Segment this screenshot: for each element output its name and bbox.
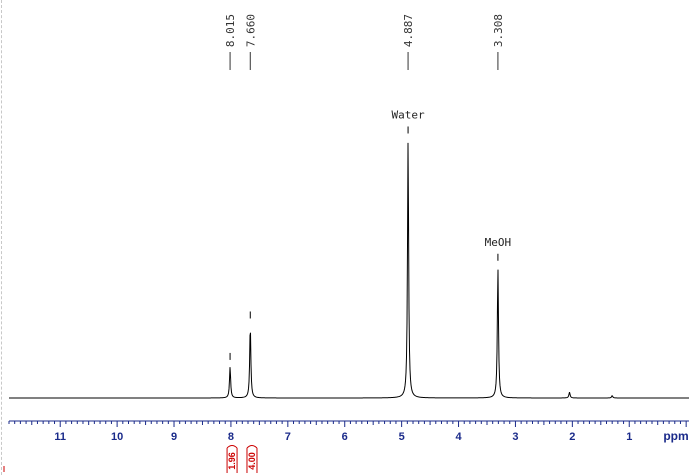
peak-pick-label: 4.887 <box>402 14 415 47</box>
integral-value: 1.96 <box>227 452 237 470</box>
axis-tick-label: 4 <box>455 431 462 443</box>
axis-tick-label: 10 <box>111 431 123 443</box>
left-edge-guide <box>1 0 2 475</box>
axis-tick-label: 2 <box>569 431 575 443</box>
solvent-annotation: MeOH <box>485 236 512 249</box>
integral-layer: 1.96 4.00 <box>3 445 258 473</box>
peak-label-layer: 8.015 7.660 4.887 3.308 <box>224 14 505 360</box>
peak-pick-label: 3.308 <box>492 14 505 47</box>
axis-tick-label: 1 <box>626 431 632 443</box>
axis-tick-label: 7 <box>285 431 291 443</box>
annotation-layer: Water MeOH <box>392 108 512 248</box>
peak-pick-label: 8.015 <box>224 14 237 47</box>
integral-value: 4.00 <box>247 452 257 470</box>
axis-tick-label: 8 <box>228 431 234 443</box>
integral-bracket <box>226 445 238 473</box>
integral-bracket <box>246 445 258 473</box>
axis-tick-label: 5 <box>399 431 405 443</box>
trace-layer <box>9 142 689 399</box>
axis-tick-label: 6 <box>342 431 348 443</box>
axis-tick-label: 11 <box>54 431 66 443</box>
ppm-axis: 11 10 9 8 7 6 5 4 3 2 1 ppm <box>8 420 689 443</box>
solvent-annotation: Water <box>392 108 425 121</box>
axis-tick-label: 3 <box>512 431 518 443</box>
spectrum-trace <box>9 142 689 399</box>
peak-pick-label: 7.660 <box>244 14 257 47</box>
axis-unit-label: ppm <box>663 429 688 443</box>
axis-tick-label: 9 <box>171 431 177 443</box>
